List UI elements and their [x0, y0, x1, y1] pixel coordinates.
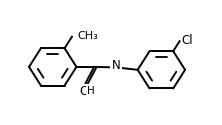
- Text: H: H: [87, 86, 95, 96]
- Text: Cl: Cl: [182, 34, 193, 47]
- Text: N: N: [112, 59, 120, 72]
- Text: CH₃: CH₃: [77, 31, 98, 41]
- Text: O: O: [80, 85, 89, 98]
